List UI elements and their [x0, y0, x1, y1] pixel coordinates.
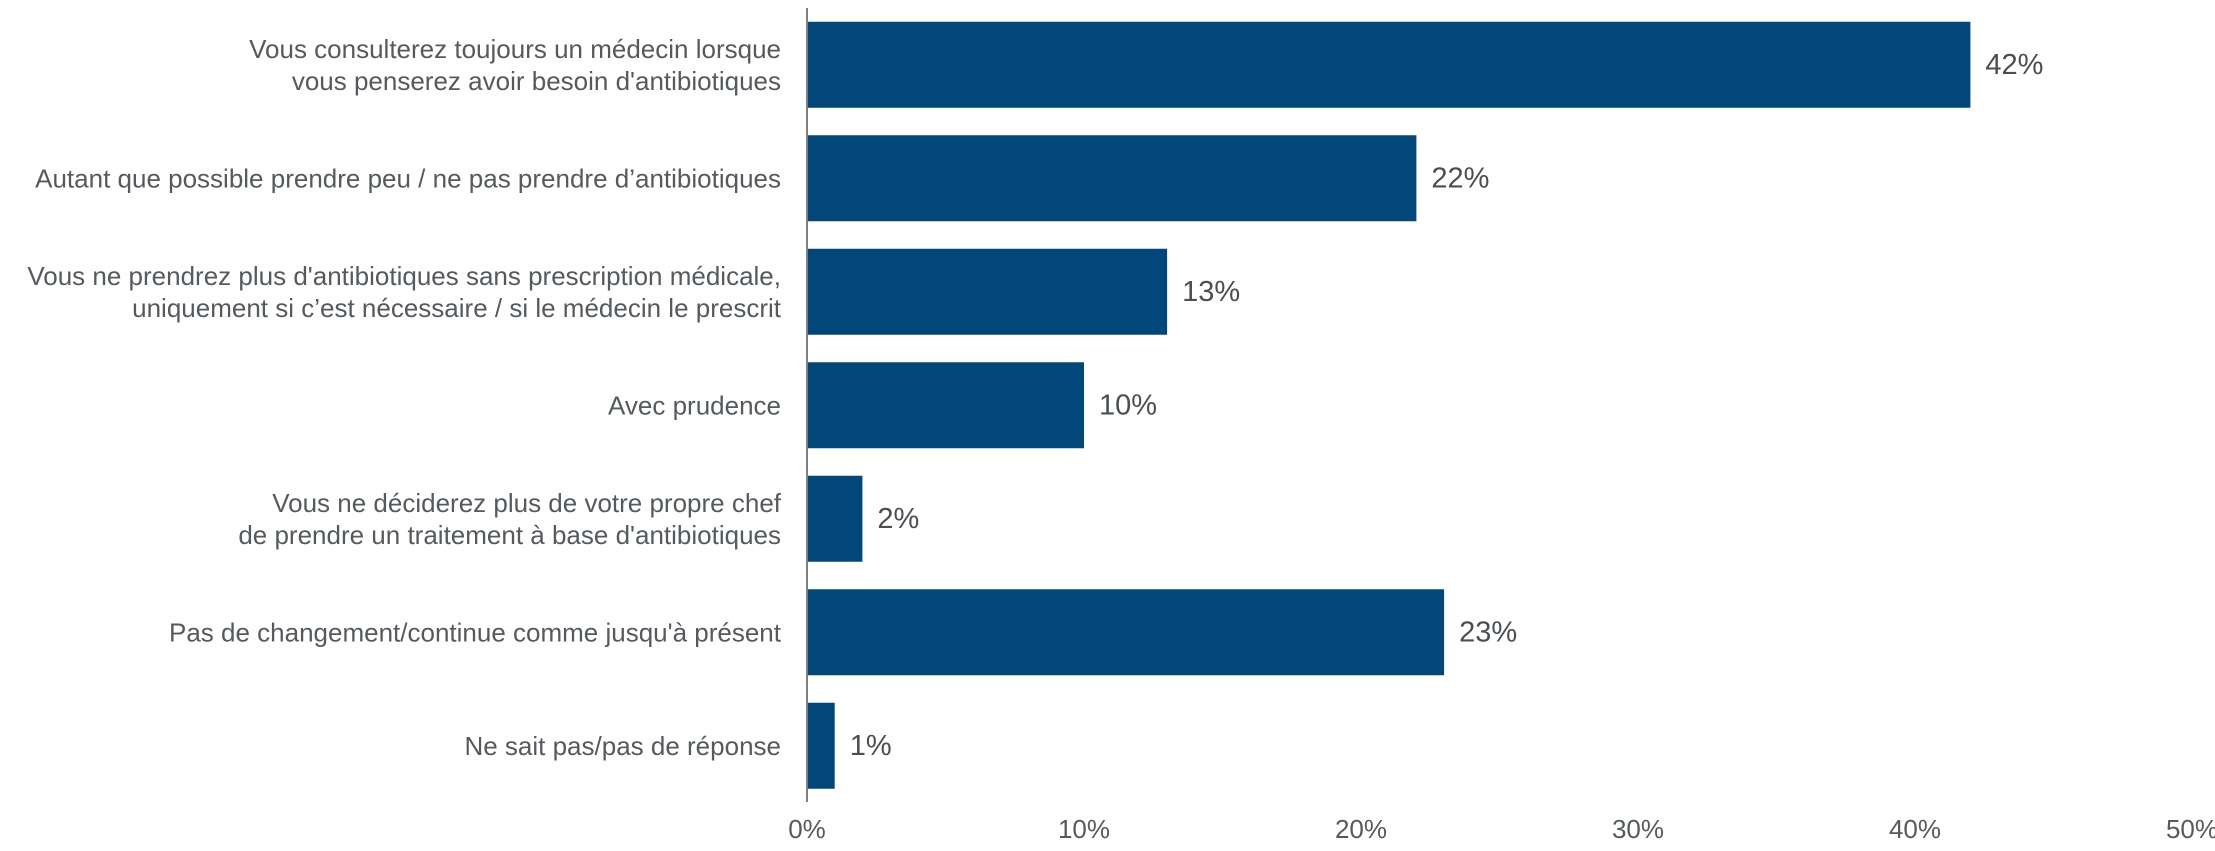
- category-label-line: Vous consulterez toujours un médecin lor…: [249, 34, 781, 64]
- category-label: Vous consulterez toujours un médecin lor…: [249, 34, 781, 96]
- bar: [807, 702, 835, 789]
- bar: [807, 589, 1445, 676]
- bar: [807, 21, 1971, 108]
- category-label-line: Ne sait pas/pas de réponse: [464, 731, 781, 761]
- x-tick-label: 30%: [1612, 814, 1664, 844]
- bar: [807, 362, 1084, 449]
- category-label: Ne sait pas/pas de réponse: [464, 731, 781, 761]
- bar: [807, 135, 1417, 222]
- bar-value-label: 42%: [1985, 49, 2043, 81]
- bar-value-label: 22%: [1431, 162, 1489, 194]
- x-tick-label: 40%: [1889, 814, 1941, 844]
- category-label: Autant que possible prendre peu / ne pas…: [35, 163, 781, 193]
- bars-group: [807, 21, 1971, 789]
- category-label: Vous ne déciderez plus de votre propre c…: [238, 488, 781, 550]
- category-label-line: Pas de changement/continue comme jusqu'à…: [169, 617, 782, 647]
- x-tick-label: 20%: [1335, 814, 1387, 844]
- category-label: Vous ne prendrez plus d'antibiotiques sa…: [27, 261, 781, 323]
- bar-value-label: 1%: [850, 730, 892, 762]
- x-tick-label: 0%: [788, 814, 826, 844]
- category-label-line: vous penserez avoir besoin d'antibiotiqu…: [292, 66, 781, 96]
- value-labels: 42% 22% 13% 10% 2% 23% 1%: [850, 49, 2044, 762]
- category-label-line: uniquement si c’est nécessaire / si le m…: [132, 293, 782, 323]
- x-tick-label: 50%: [2166, 814, 2215, 844]
- x-axis-tick-labels: 0% 10% 20% 30% 40% 50%: [788, 814, 2215, 844]
- bar: [807, 248, 1168, 335]
- category-labels: Vous consulterez toujours un médecin lor…: [27, 34, 781, 761]
- category-label: Pas de changement/continue comme jusqu'à…: [169, 617, 782, 647]
- bar-value-label: 23%: [1459, 616, 1517, 648]
- category-label-line: Avec prudence: [608, 390, 781, 420]
- x-tick-label: 10%: [1058, 814, 1110, 844]
- bar-value-label: 13%: [1182, 276, 1240, 308]
- category-label-line: Vous ne déciderez plus de votre propre c…: [272, 488, 782, 518]
- bar-value-label: 2%: [877, 503, 919, 535]
- category-label: Avec prudence: [608, 390, 781, 420]
- category-label-line: Autant que possible prendre peu / ne pas…: [35, 163, 781, 193]
- category-label-line: de prendre un traitement à base d'antibi…: [238, 520, 781, 550]
- category-label-line: Vous ne prendrez plus d'antibiotiques sa…: [27, 261, 781, 291]
- bar: [807, 475, 863, 562]
- bar-value-label: 10%: [1099, 389, 1157, 421]
